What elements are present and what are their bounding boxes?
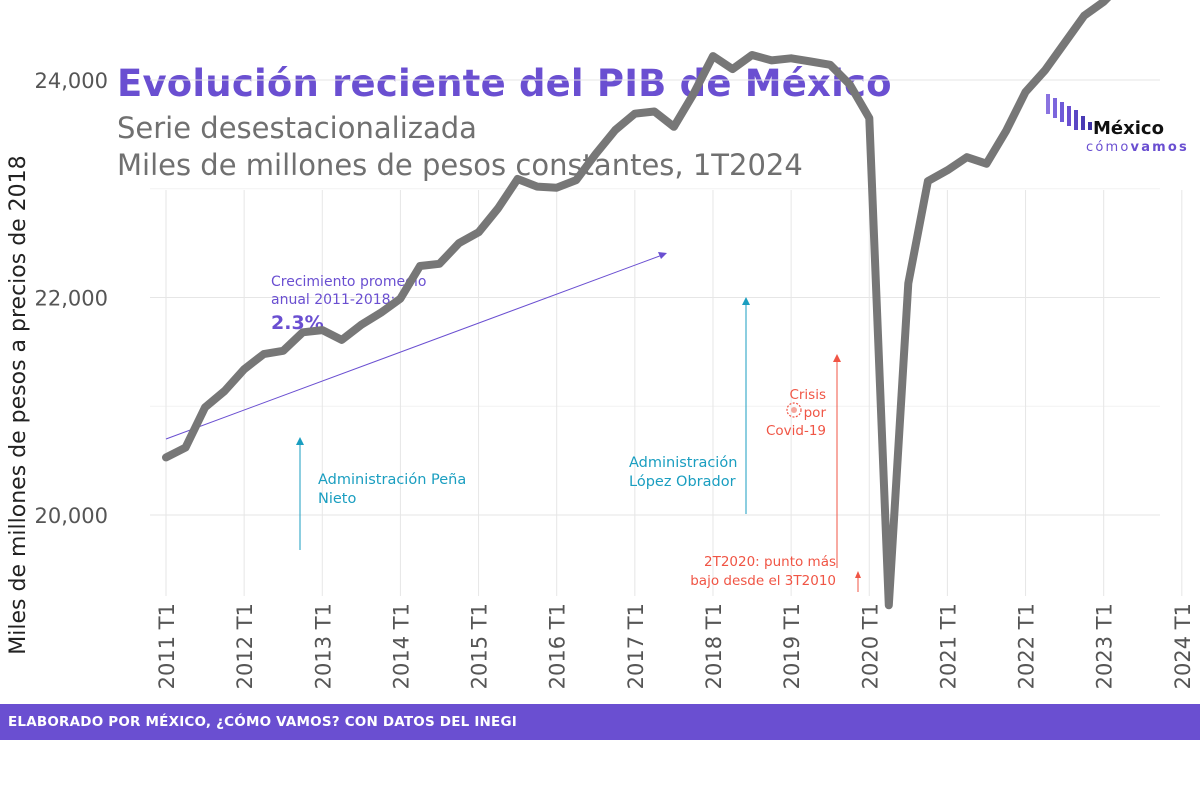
y-tick-label: 20,000 [35, 504, 108, 528]
gdp-line [162, 0, 1112, 610]
covid-annotation-line1: Crisis [789, 387, 826, 403]
y-axis-label: Miles de millones de pesos a precios de … [6, 155, 31, 654]
x-tick-label: 2023 T1 [1093, 603, 1117, 689]
epn-annotation-line1: Administración Peña [318, 472, 466, 488]
x-tick-label: 2017 T1 [624, 603, 648, 689]
x-tick-label: 2022 T1 [1015, 603, 1039, 689]
x-tick-label: 2019 T1 [780, 603, 804, 689]
x-tick-label: 2021 T1 [936, 603, 960, 689]
covid-annotation-line2: por [804, 405, 827, 421]
virus-icon [786, 402, 802, 418]
x-tick-label: 2015 T1 [468, 603, 492, 689]
x-tick-label: 2016 T1 [546, 603, 570, 689]
gdp-series [162, 0, 1112, 610]
y-tick-labels: 20,000 22,000 24,000 [35, 69, 108, 528]
logo-bars-icon [1046, 94, 1092, 130]
chart-subtitle-units: Miles de millones de pesos constantes, 1… [117, 148, 803, 182]
epn-arrowhead [296, 437, 304, 445]
amlo-annotation-line1: Administración [629, 455, 737, 471]
x-tick-label: 2012 T1 [233, 603, 257, 689]
growth-annotation-line2: anual 2011-2018: [271, 292, 395, 308]
growth-annotation-line1: Crecimiento promedio [271, 274, 426, 290]
chart-subtitle: Serie desestacionalizada [117, 111, 477, 145]
chart-annotations: Crecimiento promedio anual 2011-2018: 2.… [165, 252, 861, 592]
low-point-arrowhead [855, 571, 861, 578]
chart-grid [150, 79, 1183, 596]
y-tick-label: 22,000 [35, 287, 108, 311]
x-tick-label: 2018 T1 [702, 603, 726, 689]
epn-annotation-line2: Nieto [318, 491, 356, 507]
footer-credit: ELABORADO POR MÉXICO, ¿CÓMO VAMOS? CON D… [8, 714, 517, 730]
x-tick-label: 2024 T1 [1171, 603, 1195, 689]
amlo-annotation-line2: López Obrador [629, 474, 736, 490]
footer-bar: ELABORADO POR MÉXICO, ¿CÓMO VAMOS? CON D… [0, 704, 1200, 740]
logo-text-como-vamos: cómovamos [1086, 140, 1189, 155]
chart-title: Evolución reciente del PIB de México [117, 62, 892, 105]
x-tick-labels: 2011 T1 2012 T1 2013 T1 2014 T1 2015 T1 2016 … [155, 603, 1195, 689]
low-point-annotation-line1: 2T2020: punto más [704, 554, 836, 570]
x-tick-label: 2020 T1 [858, 603, 882, 689]
y-tick-label: 24,000 [35, 69, 108, 93]
logo-text-mexico: México [1093, 118, 1164, 139]
x-tick-label: 2014 T1 [389, 603, 413, 689]
x-tick-label: 2013 T1 [311, 603, 335, 689]
covid-annotation-line3: Covid-19 [766, 423, 826, 439]
amlo-arrowhead [742, 297, 750, 305]
growth-trend-arrowhead [658, 252, 667, 259]
x-tick-label: 2011 T1 [155, 603, 179, 689]
mexico-como-vamos-logo: México cómovamos [1044, 92, 1187, 155]
covid-arrowhead [833, 354, 841, 362]
low-point-annotation-line2: bajo desde el 3T2010 [690, 573, 836, 589]
growth-trend-arrow [165, 253, 666, 440]
